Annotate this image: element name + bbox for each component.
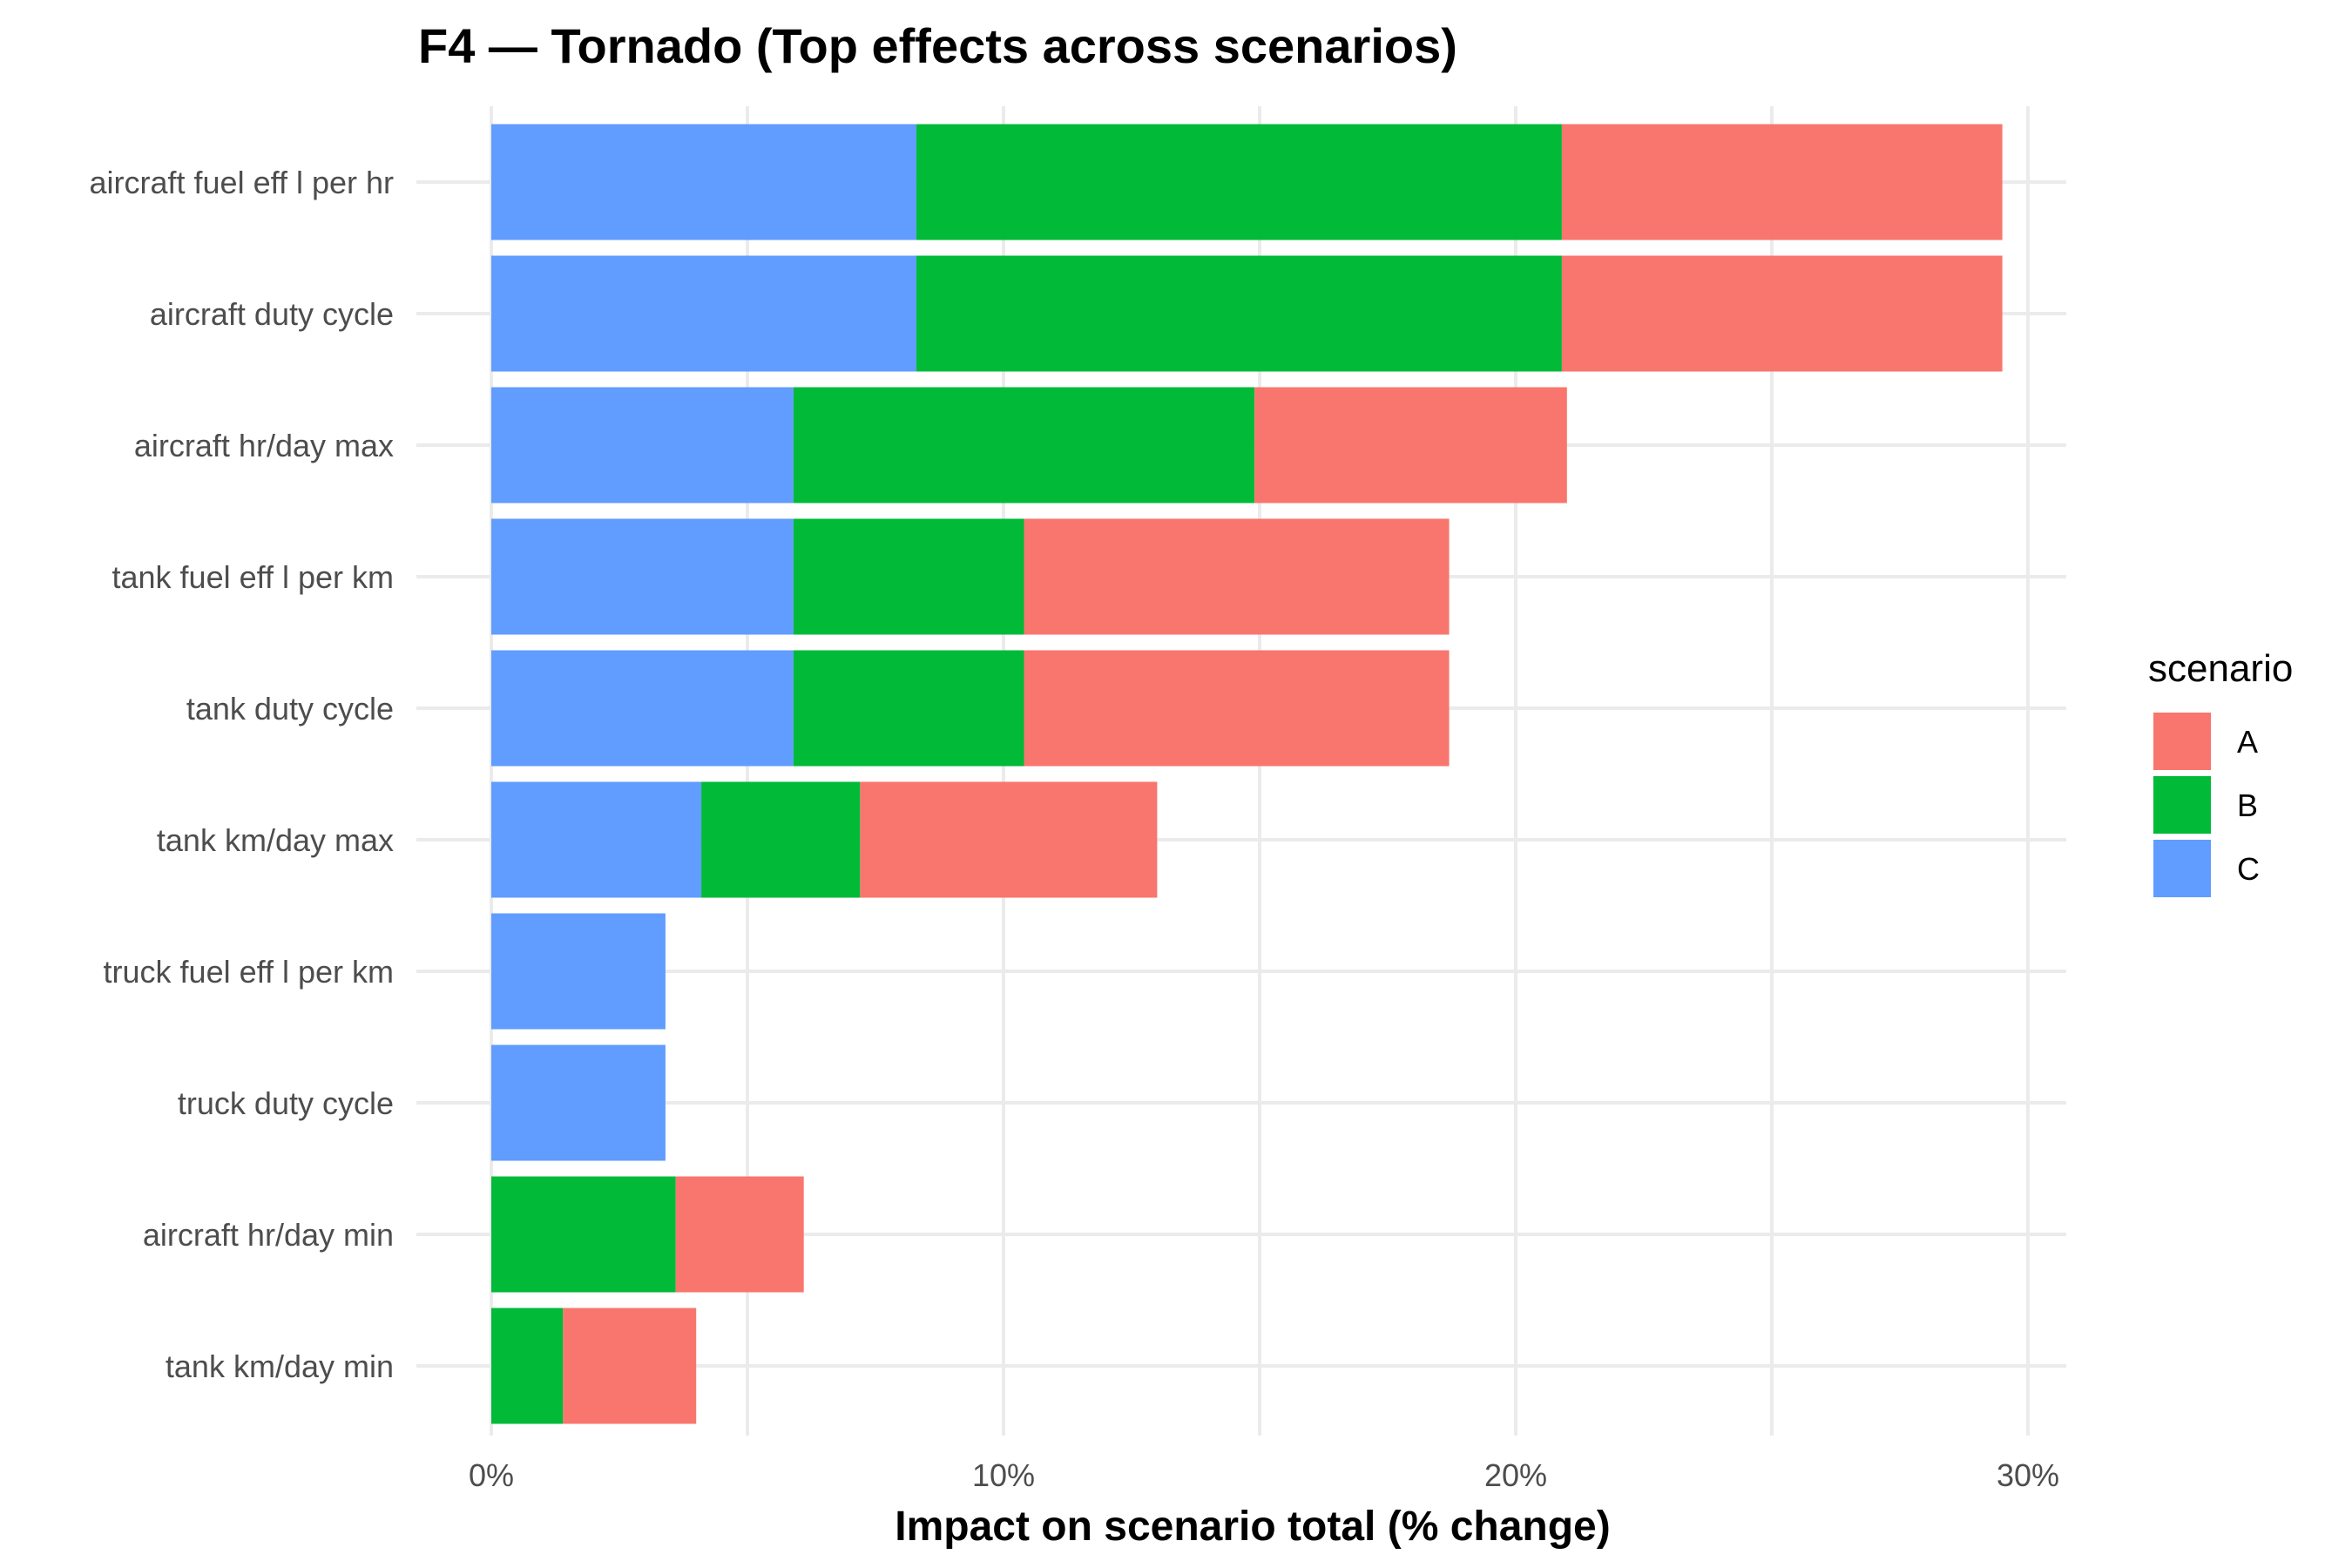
bar-segment-b [491,1308,564,1424]
bar-segment-b [793,518,1024,635]
bar-segment-a [1024,650,1450,767]
bar-segment-c [491,650,794,767]
bar-segment-b [491,1176,676,1293]
y-tick-label: aircraft fuel eff l per hr [90,165,395,200]
y-tick-label: tank duty cycle [186,691,394,727]
bar-segment-c [491,1044,666,1161]
y-tick-label: tank km/day max [157,822,394,858]
legend-key-c [2153,840,2211,897]
y-tick-label: aircraft duty cycle [150,296,394,332]
bar-segment-b [916,124,1562,240]
bar-segment-a [860,781,1158,898]
y-tick-label: truck duty cycle [178,1085,394,1121]
y-tick-label: tank km/day min [166,1348,394,1384]
y-axis-tick-labels: aircraft fuel eff l per hr aircraft duty … [90,165,395,1384]
legend-label: C [2237,851,2260,887]
y-tick-label: tank fuel eff l per km [112,559,395,595]
legend-label: A [2237,724,2258,760]
bar-segment-c [491,124,917,240]
bar-segment-b [793,650,1024,767]
bar-segment-c [491,518,794,635]
bar-segment-a [1254,387,1567,504]
bars [491,124,2003,1424]
legend-key-b [2153,776,2211,834]
x-tick-label: 20% [1484,1457,1547,1493]
y-tick-label: aircraft hr/day min [143,1217,394,1253]
legend-label: B [2237,787,2258,823]
x-tick-label: 0% [469,1457,514,1493]
bar-segment-b [701,781,861,898]
bar-segment-a [1024,518,1450,635]
bar-segment-b [916,255,1562,372]
bar-segment-b [793,387,1255,504]
bar-segment-a [675,1176,804,1293]
bar-segment-a [563,1308,697,1424]
chart-title: F4 — Tornado (Top effects across scenari… [418,18,1457,73]
bar-segment-a [1561,124,2003,240]
x-tick-label: 30% [1997,1457,2059,1493]
x-axis-tick-labels: 0% 10% 20% 30% [469,1457,2059,1493]
bar-segment-c [491,913,666,1030]
legend-title: scenario [2148,647,2293,690]
legend-key-a [2153,713,2211,770]
bar-segment-c [491,781,702,898]
x-tick-label: 10% [972,1457,1035,1493]
bar-segment-a [1561,255,2003,372]
x-axis-label: Impact on scenario total (% change) [895,1504,1610,1550]
bar-segment-c [491,387,794,504]
bar-segment-c [491,255,917,372]
legend: scenario ABC [2148,647,2293,897]
y-tick-label: truck fuel eff l per km [104,954,394,990]
y-tick-label: aircraft hr/day max [134,428,394,463]
